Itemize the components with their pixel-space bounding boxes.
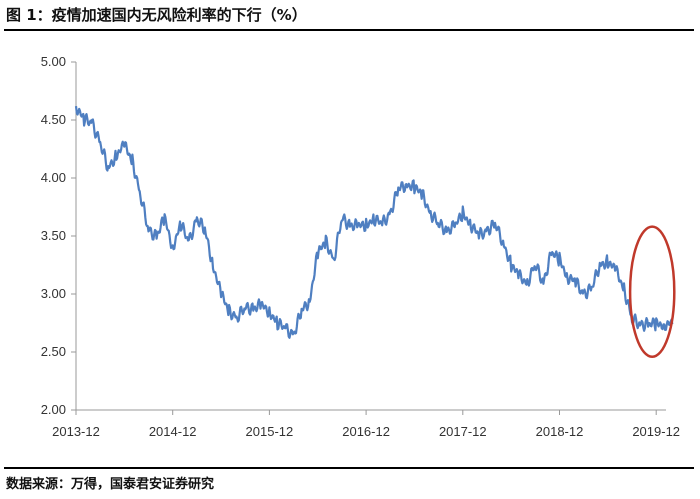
highlight-ellipse (628, 225, 676, 359)
x-tick-label: 2013-12 (52, 424, 100, 439)
x-tick-label: 2018-12 (536, 424, 584, 439)
bottom-rule (4, 467, 694, 469)
x-tick-label: 2017-12 (439, 424, 487, 439)
source-note: 数据来源：万得，国泰君安证券研究 (6, 477, 215, 492)
top-rule (4, 29, 694, 31)
y-tick-label: 5.00 (41, 54, 66, 69)
y-axis-ticks: 5.00 4.50 4.00 3.50 3.00 2.50 2.00 (41, 54, 76, 417)
y-tick-label: 3.50 (41, 228, 66, 243)
chart-axes (75, 62, 666, 411)
y-tick-label: 4.50 (41, 112, 66, 127)
yield-line (74, 105, 674, 339)
y-tick-label: 2.00 (41, 402, 66, 417)
x-axis-ticks: 2013-12 2014-12 2015-12 2016-12 2017-12 2018-… (52, 410, 680, 439)
y-tick-label: 3.00 (41, 286, 66, 301)
x-tick-label: 2015-12 (246, 424, 294, 439)
x-tick-label: 2019-12 (632, 424, 680, 439)
line-chart: 5.00 4.50 4.00 3.50 3.00 2.50 2.00 2013-12 2014… (41, 54, 680, 439)
chart-title: 图 1：疫情加速国内无风险利率的下行（%） (6, 6, 307, 24)
x-tick-label: 2016-12 (342, 424, 390, 439)
x-tick-label: 2014-12 (149, 424, 197, 439)
y-tick-label: 4.00 (41, 170, 66, 185)
y-tick-label: 2.50 (41, 344, 66, 359)
